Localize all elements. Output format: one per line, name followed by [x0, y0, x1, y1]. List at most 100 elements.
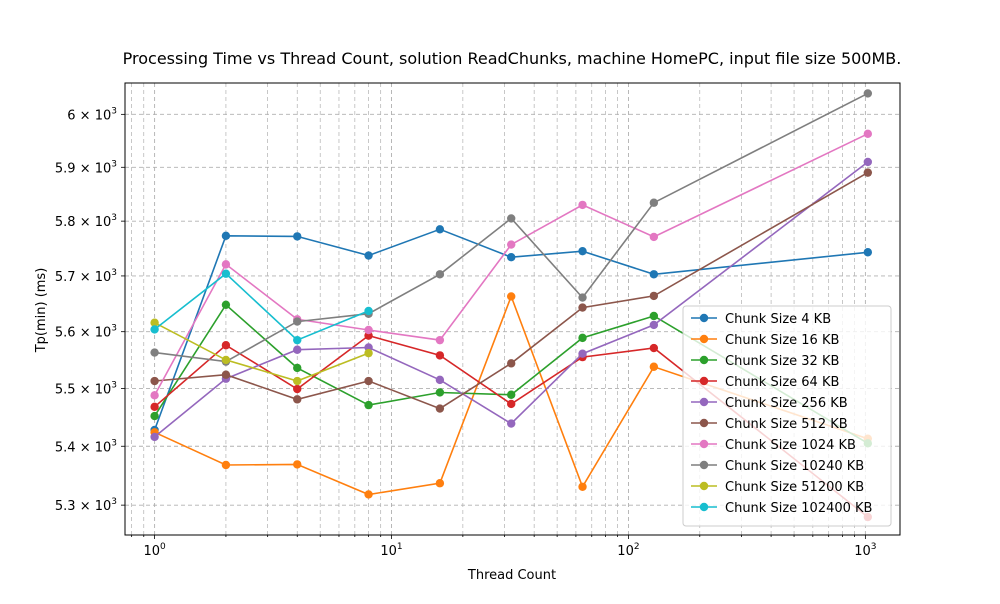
data-point: [649, 198, 659, 207]
data-point: [649, 343, 659, 353]
x-tick-label: 103: [854, 542, 876, 559]
data-point: [578, 200, 587, 210]
data-point: [364, 376, 373, 386]
data-point: [221, 269, 231, 278]
data-point: [649, 291, 659, 301]
data-point: [293, 384, 302, 394]
legend-marker: [699, 439, 709, 449]
data-point: [293, 460, 302, 469]
data-point: [221, 260, 231, 269]
series-line: [154, 272, 369, 342]
data-point: [221, 341, 231, 350]
legend-box: [682, 305, 892, 527]
data-point: [221, 300, 231, 310]
legend-item: Chunk Size 512 KB: [691, 417, 848, 432]
data-point: [435, 351, 445, 360]
data-point: [863, 89, 873, 98]
data-point: [364, 490, 373, 499]
data-point: [435, 479, 445, 488]
data-point: [293, 395, 302, 404]
legend-item: Chunk Size 16 KB: [691, 333, 839, 348]
legend-label: Chunk Size 1024 KB: [725, 438, 856, 453]
legend-marker: [699, 502, 709, 512]
data-point: [649, 362, 659, 371]
data-point: [435, 270, 445, 279]
y-tick-label: 5.4 × 103: [55, 438, 117, 455]
data-point: [649, 311, 659, 321]
legend-marker: [699, 313, 709, 323]
ticks: 100 101 102 103 5.3 × 103 5.4 × 103 5.5 × 103 5…: [55, 106, 877, 559]
legend-label: Chunk Size 51200 KB: [725, 480, 864, 495]
legend-label: Chunk Size 102400 KB: [725, 501, 872, 516]
data-point: [507, 419, 516, 428]
y-tick-label: 5.8 × 103: [55, 213, 117, 230]
x-tick-label: 100: [143, 542, 166, 559]
plot-frame: [124, 82, 901, 536]
data-point: [578, 333, 587, 343]
legend-label: Chunk Size 256 KB: [725, 396, 848, 411]
data-point: [507, 252, 516, 262]
data-point: [435, 335, 445, 345]
data-point: [507, 240, 516, 249]
x-axis-label: Thread Count: [467, 568, 556, 583]
data-point: [578, 349, 587, 358]
data-point: [507, 390, 516, 399]
data-point: [507, 399, 516, 409]
legend-item: Chunk Size 4 KB: [691, 312, 831, 327]
data-point: [293, 345, 302, 354]
data-point: [364, 325, 373, 335]
legend-item: Chunk Size 256 KB: [691, 396, 848, 411]
data-point: [221, 355, 231, 365]
data-point: [649, 270, 659, 279]
data-point: [435, 225, 445, 234]
data-point: [863, 168, 873, 177]
data-point: [435, 404, 445, 413]
y-tick-label: 5.6 × 103: [55, 324, 117, 341]
data-point: [507, 359, 516, 368]
data-point: [578, 482, 587, 491]
data-point: [863, 248, 873, 257]
data-point: [364, 306, 373, 316]
data-point: [649, 320, 659, 330]
data-point: [221, 460, 231, 470]
legend-marker: [699, 397, 709, 407]
data-point: [293, 363, 302, 373]
series-layer: [150, 89, 873, 522]
data-point: [150, 391, 159, 400]
y-tick-label: 6 × 103: [67, 106, 117, 123]
x-tick-label: 102: [617, 542, 639, 559]
data-point: [578, 246, 587, 256]
data-point: [150, 325, 159, 334]
data-point: [863, 129, 873, 139]
legend-marker: [699, 481, 709, 491]
legend-marker: [699, 418, 709, 428]
x-tick-label: 101: [380, 542, 402, 559]
data-point: [364, 251, 373, 260]
legend-label: Chunk Size 512 KB: [725, 417, 848, 432]
data-point: [364, 400, 373, 410]
y-tick-label: 5.9 × 103: [55, 159, 117, 176]
data-point: [293, 335, 302, 345]
legend-marker: [699, 355, 709, 365]
data-point: [507, 214, 516, 223]
legend-marker: [699, 460, 709, 470]
legend-label: Chunk Size 4 KB: [725, 312, 831, 327]
y-tick-label: 5.3 × 103: [55, 497, 117, 514]
series-8: [150, 89, 873, 366]
series-10: [150, 269, 373, 345]
data-point: [150, 411, 159, 421]
legend-item: Chunk Size 1024 KB: [691, 438, 856, 453]
series-6: [150, 168, 873, 413]
data-point: [150, 432, 159, 442]
series-5: [150, 157, 873, 442]
legend-label: Chunk Size 64 KB: [725, 375, 839, 390]
y-axis-label: Tp(min) (ms): [34, 268, 49, 354]
legend-item: Chunk Size 64 KB: [691, 375, 839, 390]
data-point: [150, 376, 159, 386]
data-point: [221, 370, 231, 379]
y-tick-label: 5.5 × 103: [55, 380, 117, 397]
data-point: [435, 388, 445, 397]
series-line: [154, 321, 369, 382]
data-point: [435, 375, 445, 385]
legend-label: Chunk Size 10240 KB: [725, 459, 864, 474]
